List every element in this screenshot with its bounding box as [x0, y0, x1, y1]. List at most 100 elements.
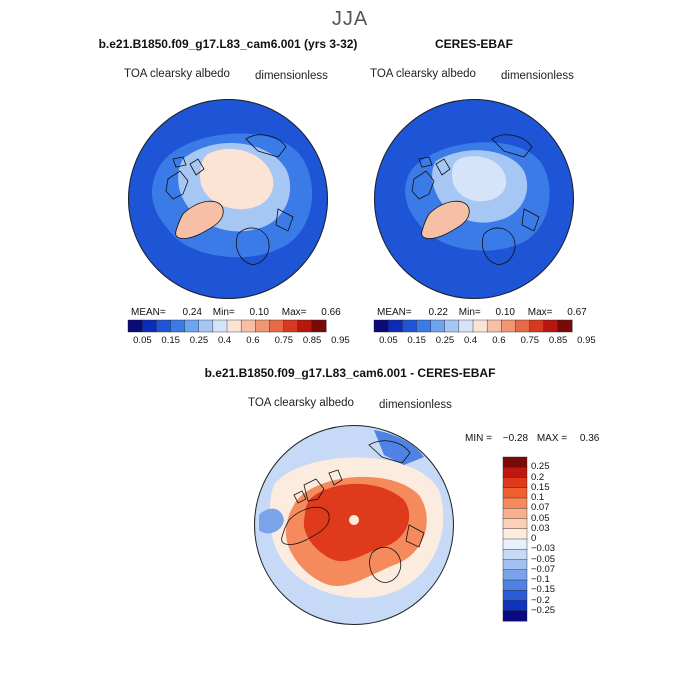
panel2-colorbar — [373, 319, 573, 333]
panel3-colorbar-swatch — [502, 477, 528, 489]
panel2-colorbar-swatch — [529, 319, 545, 333]
panel1-tick-label: 0.95 — [331, 335, 350, 346]
panel2-colorbar-swatch — [543, 319, 559, 333]
panel3-colorbar-swatch — [502, 579, 528, 591]
panel1-colorbar-swatch — [198, 319, 214, 333]
panel3-colorbar-swatch — [502, 538, 528, 550]
panel3-max-value: 0.36 — [579, 433, 600, 444]
panel2-colorbar-swatch — [402, 319, 417, 333]
panel1-colorbar-swatch — [311, 319, 327, 333]
panel1-tick-label: 0.15 — [161, 335, 180, 346]
panel2-units-label: dimensionless — [501, 70, 574, 82]
panel3-colorbar-swatch — [502, 590, 528, 602]
panel3-colorbar-swatch — [502, 528, 528, 540]
panel3-units-label: dimensionless — [379, 399, 452, 411]
panel3-tick-label: −0.03 — [531, 543, 556, 555]
panel1-stats: MEAN= 0.24 Min= 0.10 Max= 0.66 — [131, 307, 341, 318]
panel2-colorbar-swatch — [373, 319, 389, 333]
panel3-tick-label: −0.25 — [531, 604, 556, 616]
panel1-seaice — [200, 148, 274, 210]
panel3-tick-label: −0.15 — [531, 584, 556, 596]
panel2-tick-label: 0.05 — [379, 335, 398, 346]
panel3-colorbar-swatch — [502, 610, 528, 622]
panel3-tick-label: 0.07 — [531, 502, 550, 514]
panel2-colorbar-swatch — [387, 319, 403, 333]
panel1-min-label: Min= — [212, 307, 235, 318]
panel3-tick-label: 0.03 — [531, 522, 550, 534]
panel2-tick-label: 0.25 — [435, 335, 455, 346]
panel3-min-label: MIN = — [465, 433, 492, 444]
panel3-colorbar-swatch — [502, 508, 528, 520]
panel1-tick-label: 0.6 — [246, 335, 260, 346]
panel1-colorbar-swatch — [156, 319, 171, 333]
panel3-field-cool-top — [374, 430, 424, 465]
panel3-title: b.e21.B1850.f09_g17.L83_cam6.001 - CERES… — [204, 366, 496, 380]
panel2-coast-eurasia — [481, 134, 540, 265]
panel3-tick-label: 0.2 — [531, 471, 545, 483]
panel1-colorbar-swatch — [170, 319, 186, 333]
panel1-colorbar-swatch — [226, 319, 242, 333]
panel1-mean-label: MEAN= — [131, 307, 166, 318]
panel2-max-value: 0.67 — [567, 307, 587, 318]
panel1-colorbar-swatch — [297, 319, 313, 333]
panel2-stats: MEAN= 0.22 Min= 0.10 Max= 0.67 — [377, 307, 587, 318]
panel1-tick-label: 0.05 — [133, 335, 152, 346]
panel2-tick-label: 0.95 — [577, 335, 596, 346]
panel2-colorbar-swatch — [430, 319, 446, 333]
panel3-colorbar-swatch — [502, 569, 528, 581]
panel3-colorbar-swatch — [502, 518, 528, 530]
panel3-coast-greenland — [281, 506, 330, 545]
season-title: JJA — [331, 8, 369, 30]
panel1-colorbar — [127, 319, 327, 333]
panel1-colorbar-swatch — [212, 319, 228, 333]
panel1-colorbar-swatch — [269, 319, 285, 333]
panel2-min-label: Min= — [458, 307, 481, 318]
panel2-title: CERES-EBAF — [434, 37, 513, 51]
panel1-map — [128, 99, 328, 299]
panel3-max-label: MAX = — [536, 433, 568, 444]
panel1-max-label: Max= — [281, 307, 307, 318]
panel2-min-value: 0.10 — [495, 307, 515, 318]
panel3-colorbar-swatch — [502, 456, 528, 468]
panel3-colorbar-swatch — [502, 467, 528, 479]
panel1-greenland — [175, 201, 224, 239]
panel1-variable-label: TOA clearsky albedo — [124, 68, 230, 80]
panel3-coast-eurasia — [368, 440, 425, 583]
panel2-tick-label: 0.75 — [520, 335, 540, 346]
panel1-min-value: 0.10 — [249, 307, 269, 318]
panel3-min-value: −0.28 — [502, 433, 529, 444]
panel3-tick-label: 0.1 — [531, 492, 545, 503]
panel2-colorbar-swatch — [486, 319, 502, 333]
panel3-tick-label: 0.05 — [531, 512, 550, 524]
panel1-coast-eurasia — [235, 134, 294, 265]
panel2-colorbar-swatch — [472, 319, 488, 333]
panel3-map — [254, 425, 454, 625]
panel3-pole-spot — [349, 515, 359, 525]
panel3-tick-label: 0 — [531, 533, 537, 544]
panel2-colorbar-swatch — [444, 319, 460, 333]
panel3-stats: MIN = −0.28 MAX = 0.36 — [465, 433, 599, 444]
panel2-tick-label: 0.6 — [492, 335, 506, 346]
panel3-field-cool-left — [259, 508, 284, 534]
panel1-colorbar-swatch — [127, 319, 143, 333]
panel1-mean-value: 0.24 — [182, 307, 202, 318]
panel2-mean-value: 0.22 — [428, 307, 448, 318]
panel3-boundary — [254, 425, 454, 625]
panel1-colorbar-swatch — [283, 319, 299, 333]
panel3-colorbar-swatch — [502, 559, 528, 571]
panel2-greenland — [421, 201, 470, 239]
panel3-colorbar-swatch — [502, 497, 528, 509]
panel3-colorbar-swatch — [502, 600, 528, 612]
panel2-coast-greenland — [421, 200, 470, 239]
panel3-tick-label: −0.2 — [531, 594, 550, 606]
panel3-tick-label: −0.1 — [531, 574, 550, 585]
panel2-max-label: Max= — [527, 307, 553, 318]
panel2-colorbar-swatch — [458, 319, 474, 333]
panel1-colorbar-swatch — [141, 319, 157, 333]
panel1-boundary — [128, 99, 328, 299]
panel3-colorbar-swatch — [502, 549, 528, 561]
panel3-tick-label: −0.05 — [531, 553, 556, 565]
panel2-mean-label: MEAN= — [377, 307, 412, 318]
panel2-coast-archipelago — [411, 156, 451, 200]
panel2-map — [374, 99, 574, 299]
